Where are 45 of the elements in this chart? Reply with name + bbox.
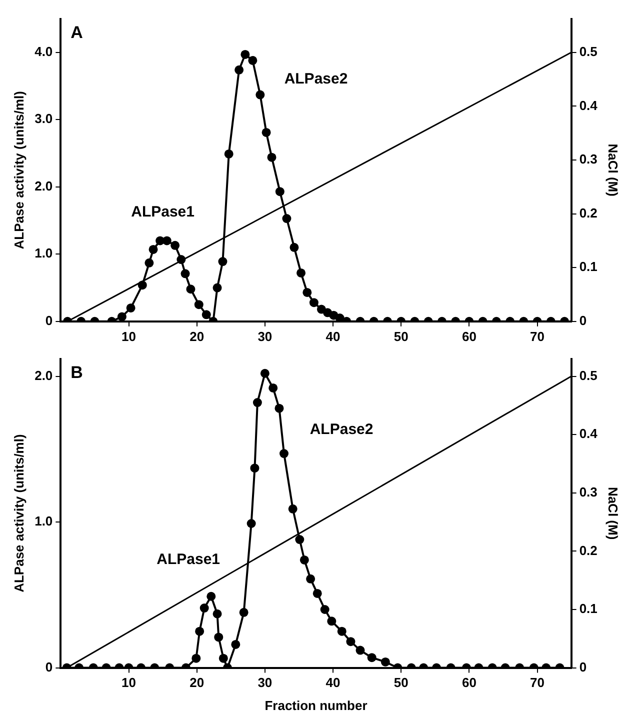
y2-tick-label: 0.4	[579, 98, 598, 113]
y2-tick-label: 0.5	[579, 44, 598, 59]
y-tick-label: 1.0	[34, 514, 53, 529]
x-tick-label: 20	[190, 328, 204, 344]
y2-tick-label: 0.5	[579, 368, 598, 383]
x-tick-label: 50	[394, 675, 408, 690]
annotation: ALPase2	[284, 70, 348, 88]
x-tick-label: 30	[258, 675, 272, 690]
y2-tick-label: 0	[579, 312, 587, 328]
annotation: ALPase1	[131, 204, 194, 221]
y2-tick-label: 0.3	[579, 152, 598, 167]
y-tick-label: 1.0	[34, 246, 53, 261]
y2-tick-label: 0.4	[579, 426, 598, 442]
y2-tick-label: 0	[579, 659, 587, 674]
y2-axis-title: NaCl (M)	[606, 486, 621, 540]
y-axis-title: ALPase activity (units/ml)	[11, 434, 26, 592]
y-tick-label: 3.0	[34, 111, 53, 126]
x-tick-label: 70	[530, 328, 545, 344]
y2-tick-label: 0.1	[579, 259, 598, 274]
annotation: ALPase2	[310, 421, 374, 438]
y-tick-label: 0	[45, 659, 53, 674]
x-tick-label: 60	[462, 675, 476, 690]
y2-tick-label: 0.2	[579, 205, 598, 220]
y-axis-title: ALPase activity (units/ml)	[11, 90, 26, 250]
x-tick-label: 10	[122, 328, 136, 344]
y2-tick-label: 0.1	[579, 601, 598, 616]
x-tick-label: 10	[122, 675, 136, 690]
chart-title: B	[70, 362, 83, 382]
x-axis-title: Fraction number	[264, 698, 368, 713]
y-tick-label: 0	[45, 312, 53, 328]
y2-axis-title: NaCl (M)	[606, 144, 621, 196]
y-tick-label: 2.0	[34, 178, 53, 194]
x-tick-label: 40	[326, 328, 340, 344]
y-tick-label: 2.0	[34, 368, 53, 383]
x-tick-label: 60	[462, 328, 476, 344]
x-tick-label: 30	[258, 328, 272, 344]
y2-tick-label: 0.3	[579, 484, 598, 500]
x-tick-label: 70	[530, 675, 545, 690]
y-tick-label: 4.0	[34, 44, 53, 59]
x-tick-label: 20	[190, 675, 204, 690]
y2-tick-label: 0.2	[579, 542, 598, 558]
chart-title: A	[70, 22, 83, 42]
annotation: ALPase1	[156, 550, 220, 568]
x-tick-label: 40	[326, 675, 340, 690]
x-tick-label: 50	[394, 328, 408, 344]
